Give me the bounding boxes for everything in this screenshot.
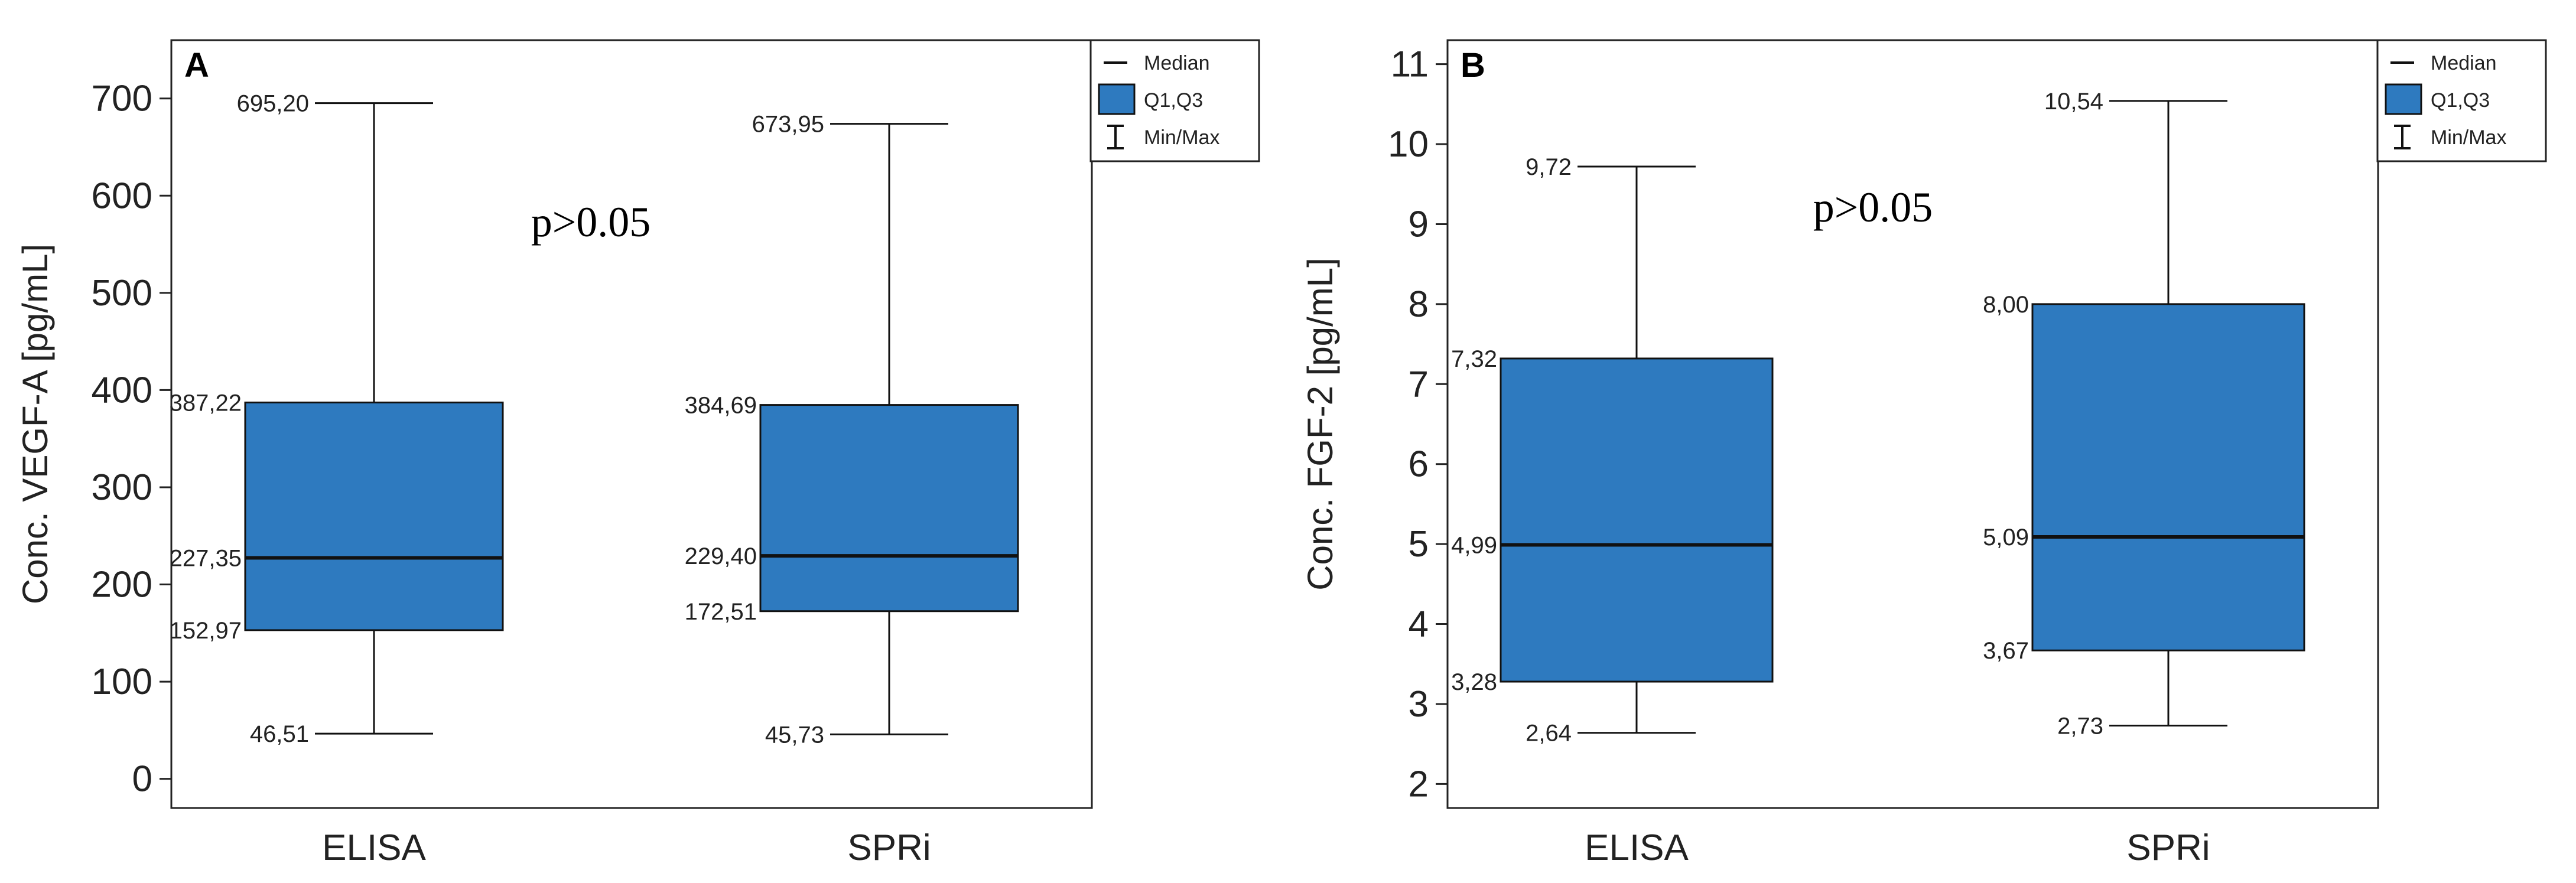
legend: Median Q1,Q3 Min/Max bbox=[2376, 39, 2547, 162]
y-tick-label: 200 bbox=[92, 565, 152, 605]
y-tick-label: 11 bbox=[1391, 44, 1429, 85]
median-value-label: 4,99 bbox=[1451, 532, 1497, 558]
y-tick-label: 7 bbox=[1409, 364, 1429, 405]
q1q3-box-icon bbox=[1098, 83, 1136, 115]
y-tick-label: 4 bbox=[1409, 604, 1429, 645]
q1-q3-box bbox=[759, 404, 1019, 612]
median-value-label: 229,40 bbox=[685, 543, 757, 569]
x-category-label: ELISA bbox=[1585, 827, 1689, 868]
box-elisa: 695,20 387,22 227,35 152,97 46,51 bbox=[170, 91, 504, 747]
y-tick-label: 400 bbox=[92, 370, 152, 410]
q1-value-label: 3,28 bbox=[1451, 669, 1497, 695]
y-tick-label: 3 bbox=[1409, 684, 1429, 725]
y-tick-label: 100 bbox=[92, 662, 152, 702]
legend: Median Q1,Q3 Min/Max bbox=[1089, 39, 1260, 162]
legend-label-q1q3: Q1,Q3 bbox=[2431, 89, 2490, 112]
panel-A: A 0 100 200 300 400 500 600 700 Conc. VEGF-A [pg/… bbox=[15, 39, 1260, 868]
panel-label: A bbox=[184, 46, 209, 84]
q1-q3-box bbox=[1500, 357, 1774, 683]
q3-value-label: 7,32 bbox=[1451, 346, 1497, 372]
y-tick-label: 2 bbox=[1409, 764, 1429, 804]
x-category-label: SPRi bbox=[2126, 827, 2210, 868]
max-value-label: 10,54 bbox=[2044, 89, 2103, 115]
p-value-annotation: p>0.05 bbox=[1813, 184, 1933, 231]
y-tick-label: 6 bbox=[1409, 444, 1429, 485]
q1-value-label: 3,67 bbox=[1983, 638, 2029, 664]
legend-label-q1q3: Q1,Q3 bbox=[1144, 89, 1203, 112]
legend-label-median: Median bbox=[2431, 52, 2497, 74]
q1-q3-box bbox=[244, 401, 504, 631]
min-value-label: 2,64 bbox=[1526, 721, 1572, 747]
plot-frame bbox=[170, 39, 1093, 809]
y-tick-label: 300 bbox=[92, 467, 152, 508]
median-value-label: 227,35 bbox=[170, 546, 242, 572]
y-tick-label: 700 bbox=[92, 79, 152, 119]
y-tick-label: 9 bbox=[1409, 204, 1429, 245]
y-tick-label: 10 bbox=[1388, 124, 1429, 165]
box-elisa: 9,72 7,32 4,99 3,28 2,64 bbox=[1451, 154, 1774, 747]
y-tick-label: 500 bbox=[92, 273, 152, 314]
legend-label-median: Median bbox=[1144, 52, 1210, 74]
min-value-label: 2,73 bbox=[2057, 713, 2103, 739]
q1-value-label: 152,97 bbox=[170, 618, 242, 644]
q3-value-label: 387,22 bbox=[170, 390, 242, 416]
legend-label-minmax: Min/Max bbox=[1144, 126, 1219, 149]
y-axis-label: Conc. VEGF-A [pg/mL] bbox=[15, 244, 55, 604]
min-max-whisker-icon bbox=[1107, 125, 1124, 149]
q1q3-box-icon bbox=[2385, 83, 2422, 115]
q1-q3-box bbox=[2031, 303, 2305, 651]
median-value-label: 5,09 bbox=[1983, 524, 2029, 550]
q1-value-label: 172,51 bbox=[685, 599, 757, 625]
plot-frame bbox=[1446, 39, 2379, 809]
p-value-annotation: p>0.05 bbox=[531, 198, 651, 246]
max-value-label: 695,20 bbox=[237, 91, 309, 117]
q3-value-label: 8,00 bbox=[1983, 292, 2029, 318]
panel-label: B bbox=[1461, 46, 1485, 84]
q3-value-label: 384,69 bbox=[685, 393, 757, 419]
y-axis-label: Conc. FGF-2 [pg/mL] bbox=[1300, 258, 1340, 591]
y-tick-label: 5 bbox=[1409, 524, 1429, 565]
legend-label-minmax: Min/Max bbox=[2431, 126, 2506, 149]
box-spri: 10,54 8,00 5,09 3,67 2,73 bbox=[1983, 89, 2305, 739]
panel-B: B 2 3 4 5 6 7 8 9 10 11 Conc. FGF-2 [pg/mL] 9,72 7,32… bbox=[1300, 39, 2547, 868]
min-value-label: 45,73 bbox=[765, 722, 824, 748]
max-value-label: 9,72 bbox=[1526, 154, 1572, 180]
y-tick-label: 8 bbox=[1409, 284, 1429, 325]
min-max-whisker-icon bbox=[2394, 125, 2411, 149]
y-tick-label: 0 bbox=[132, 759, 152, 800]
box-spri: 673,95 384,69 229,40 172,51 45,73 bbox=[685, 112, 1019, 748]
x-category-label: SPRi bbox=[847, 827, 931, 868]
x-category-label: ELISA bbox=[322, 827, 426, 868]
max-value-label: 673,95 bbox=[752, 112, 824, 138]
y-tick-label: 600 bbox=[92, 175, 152, 216]
min-value-label: 46,51 bbox=[250, 721, 309, 747]
